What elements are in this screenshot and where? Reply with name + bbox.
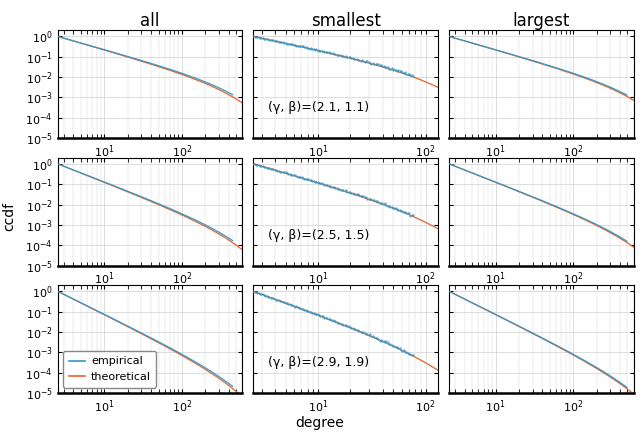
Title: smallest: smallest (310, 12, 381, 30)
Text: (γ, β)=(2.1, 1.1): (γ, β)=(2.1, 1.1) (268, 102, 369, 114)
Title: all: all (140, 12, 159, 30)
Text: (γ, β)=(2.9, 1.9): (γ, β)=(2.9, 1.9) (268, 356, 369, 369)
Text: ccdf: ccdf (3, 201, 17, 231)
Title: largest: largest (513, 12, 570, 30)
Legend: empirical, theoretical: empirical, theoretical (63, 351, 157, 388)
Text: (γ, β)=(2.5, 1.5): (γ, β)=(2.5, 1.5) (268, 229, 369, 242)
Text: degree: degree (296, 416, 344, 430)
